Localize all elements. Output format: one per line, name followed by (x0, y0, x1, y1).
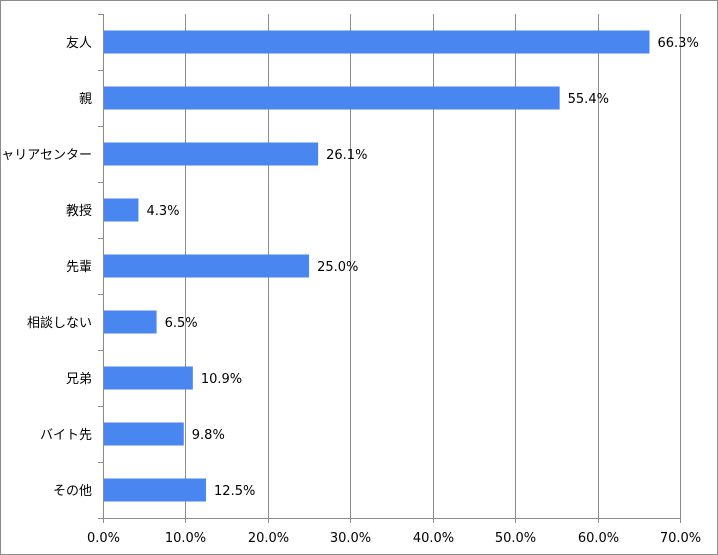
value-label-1: 55.4% (568, 92, 609, 107)
category-label-7: バイト先 (40, 428, 92, 443)
x-tick-label-0: 0.0% (87, 531, 120, 546)
category-label-6: 兄弟 (66, 372, 92, 387)
bar-6 (104, 366, 193, 390)
x-tick-label-3: 30.0% (330, 531, 371, 546)
value-label-6: 10.9% (201, 372, 242, 387)
x-tick-label-7: 70.0% (660, 531, 701, 546)
value-label-8: 12.5% (214, 484, 255, 499)
category-label-3: 教授 (66, 203, 92, 219)
value-label-4: 25.0% (317, 260, 358, 275)
value-label-5: 6.5% (165, 316, 198, 331)
bar-5 (104, 310, 157, 334)
x-tick-label-1: 10.0% (165, 531, 206, 546)
value-label-2: 26.1% (326, 148, 367, 163)
bar-7 (104, 422, 184, 446)
value-label-7: 9.8% (192, 428, 225, 443)
x-tick-label-5: 50.0% (495, 531, 536, 546)
x-tick-label-2: 20.0% (248, 531, 289, 546)
category-label-8: その他 (53, 484, 92, 499)
bar-0 (104, 30, 650, 54)
bar-3 (104, 198, 139, 222)
bar-8 (104, 478, 207, 502)
category-label-4: 先輩 (66, 260, 92, 275)
category-label-1: 親 (79, 92, 92, 107)
bar-2 (104, 142, 319, 166)
x-tick-label-6: 60.0% (578, 531, 619, 546)
category-label-2: キャリアセンター (0, 148, 92, 163)
value-label-3: 4.3% (146, 204, 179, 219)
category-label-5: 相談しない (27, 315, 92, 331)
bar-1 (104, 86, 560, 110)
value-label-0: 66.3% (658, 36, 699, 51)
bar-4 (104, 254, 310, 278)
x-tick-label-4: 40.0% (413, 531, 454, 546)
category-label-0: 友人 (66, 35, 92, 51)
